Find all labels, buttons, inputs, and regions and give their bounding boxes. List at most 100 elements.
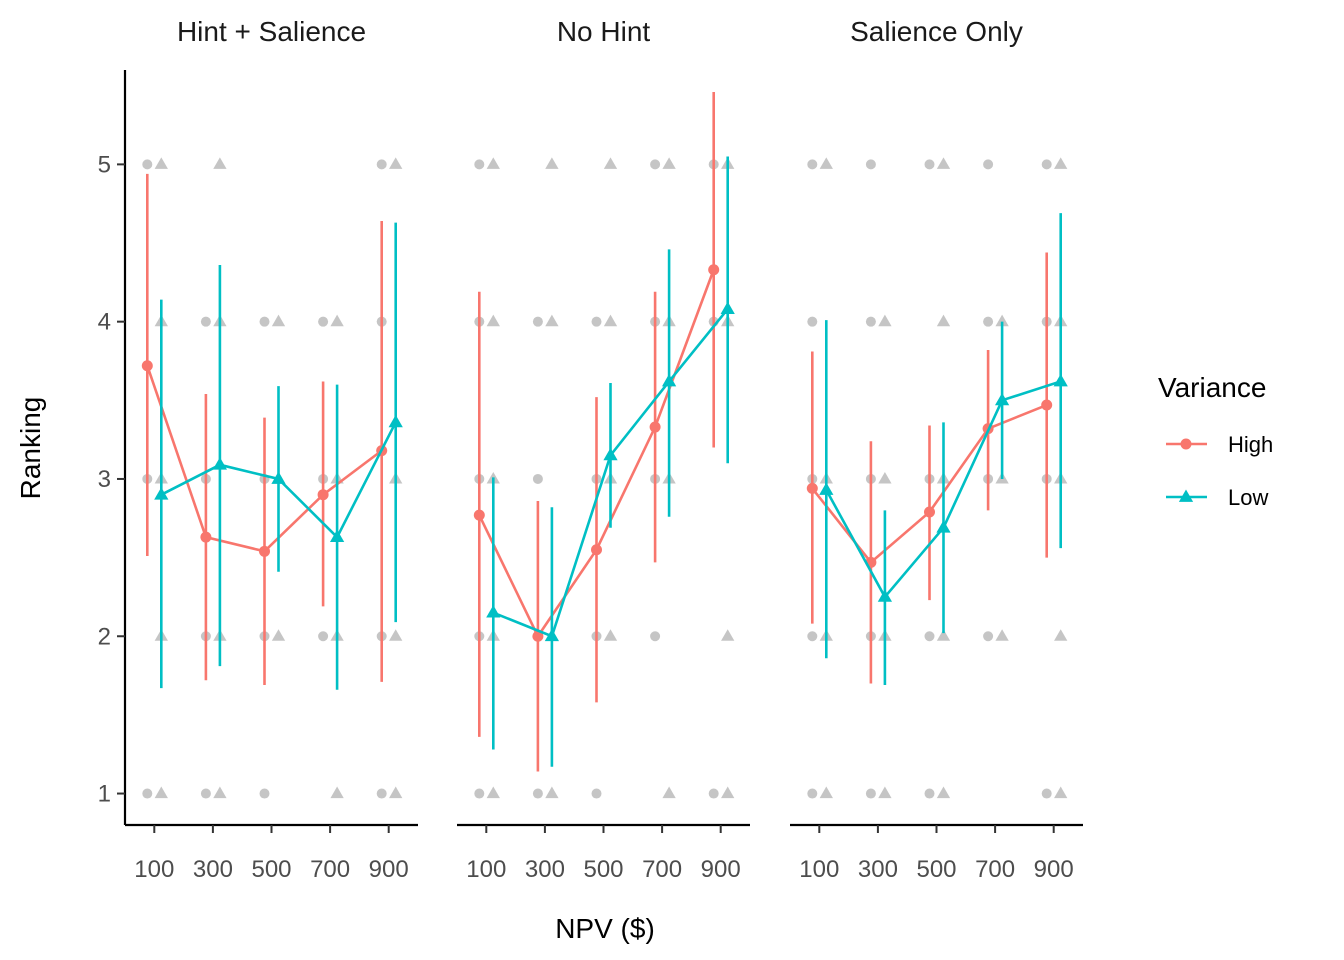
mean-point-high xyxy=(473,509,485,521)
x-tick-label: 900 xyxy=(369,856,409,883)
raw-point-low xyxy=(330,786,344,799)
raw-point-low xyxy=(330,314,344,327)
mean-point-low xyxy=(994,392,1010,406)
x-tick-label: 100 xyxy=(799,856,839,883)
facet-panel: Hint + Salience 1 2 3 4 5 100 300 500 700 900 xyxy=(98,16,418,883)
mean-point-low xyxy=(544,628,560,642)
x-tick-label: 700 xyxy=(310,856,350,883)
raw-point-high xyxy=(142,788,153,799)
y-tick-label: 2 xyxy=(98,623,111,650)
mean-point-high xyxy=(649,421,661,433)
raw-point-low xyxy=(936,157,951,169)
mean-point-high xyxy=(924,506,935,518)
raw-point-low xyxy=(389,157,403,169)
raw-point-high xyxy=(807,631,818,642)
mean-point-low xyxy=(661,373,677,387)
raw-point-low xyxy=(995,314,1009,327)
raw-point-high xyxy=(807,159,818,170)
raw-point-high xyxy=(1041,159,1052,170)
x-tick-label: 300 xyxy=(858,856,898,883)
legend-label: Low xyxy=(1228,485,1268,510)
raw-point-low xyxy=(936,629,951,641)
raw-point-high xyxy=(259,788,270,799)
x-tick-label: 900 xyxy=(701,856,741,883)
mean-point-high xyxy=(708,264,720,276)
raw-point-low xyxy=(486,157,500,169)
raw-point-high xyxy=(807,316,818,327)
raw-point-low xyxy=(995,629,1009,641)
raw-point-high xyxy=(924,159,935,170)
legend-key-marker xyxy=(1180,438,1192,450)
x-tick-label: 300 xyxy=(525,856,565,883)
raw-point-high xyxy=(650,159,661,170)
x-tick-label: 500 xyxy=(916,856,956,883)
raw-point-low xyxy=(545,157,559,169)
raw-point-low xyxy=(1054,157,1068,169)
x-tick-label: 300 xyxy=(193,856,233,883)
legend-title: Variance xyxy=(1158,372,1266,403)
raw-point-high xyxy=(376,788,387,799)
mean-point-low xyxy=(329,529,345,543)
raw-point-high xyxy=(924,631,935,642)
raw-point-high xyxy=(474,788,485,799)
mean-point-high xyxy=(532,630,544,642)
mean-point-high xyxy=(1041,399,1053,411)
legend-key-marker xyxy=(1178,489,1194,502)
mean-point-high xyxy=(317,489,329,501)
raw-point-low xyxy=(486,786,500,799)
mean-point-low xyxy=(819,482,834,495)
raw-point-low xyxy=(389,786,403,799)
raw-point-low xyxy=(154,786,168,799)
raw-point-high xyxy=(924,788,935,799)
x-axis-title: NPV ($) xyxy=(555,913,655,944)
x-tick-label: 100 xyxy=(466,856,506,883)
raw-point-low xyxy=(662,786,676,799)
x-tick-label: 700 xyxy=(975,856,1015,883)
raw-point-high xyxy=(200,316,211,327)
raw-point-low xyxy=(1054,629,1068,641)
x-tick-label: 500 xyxy=(583,856,623,883)
mean-point-low xyxy=(486,605,501,618)
mean-point-low xyxy=(212,457,228,470)
mean-point-low xyxy=(603,447,618,461)
raw-point-low xyxy=(213,157,227,169)
raw-point-low xyxy=(486,314,500,327)
mean-point-high xyxy=(200,531,212,543)
facet-title: Salience Only xyxy=(850,16,1023,47)
raw-point-high xyxy=(200,788,211,799)
x-tick-label: 100 xyxy=(134,856,174,883)
raw-point-low xyxy=(936,314,951,327)
raw-point-low xyxy=(389,629,403,641)
y-tick-label: 4 xyxy=(98,309,111,336)
raw-point-low xyxy=(721,629,735,641)
mean-point-low xyxy=(271,471,286,484)
raw-point-low xyxy=(271,314,286,327)
raw-point-low xyxy=(603,157,618,169)
y-tick-label: 5 xyxy=(98,151,111,178)
x-tick-label: 700 xyxy=(642,856,682,883)
raw-point-high xyxy=(532,788,543,799)
raw-point-low xyxy=(878,471,892,484)
raw-point-high xyxy=(142,159,153,170)
raw-point-high xyxy=(650,631,661,642)
mean-point-high xyxy=(591,544,602,556)
mean-point-low xyxy=(877,589,893,602)
mean-point-high xyxy=(806,482,818,494)
mean-point-low xyxy=(388,414,403,428)
raw-point-high xyxy=(376,159,387,170)
facet-title: No Hint xyxy=(557,16,651,47)
raw-point-high xyxy=(318,631,329,642)
raw-point-low xyxy=(721,786,735,799)
raw-point-low xyxy=(154,157,168,169)
raw-point-low xyxy=(1054,786,1068,799)
x-tick-label: 900 xyxy=(1034,856,1074,883)
mean-point-low xyxy=(936,520,951,533)
raw-point-high xyxy=(983,316,994,327)
raw-point-high xyxy=(532,316,543,327)
raw-point-high xyxy=(865,788,876,799)
raw-point-high xyxy=(865,159,876,170)
y-axis-title: Ranking xyxy=(15,397,46,500)
raw-point-low xyxy=(878,314,892,327)
raw-point-high xyxy=(259,316,270,327)
